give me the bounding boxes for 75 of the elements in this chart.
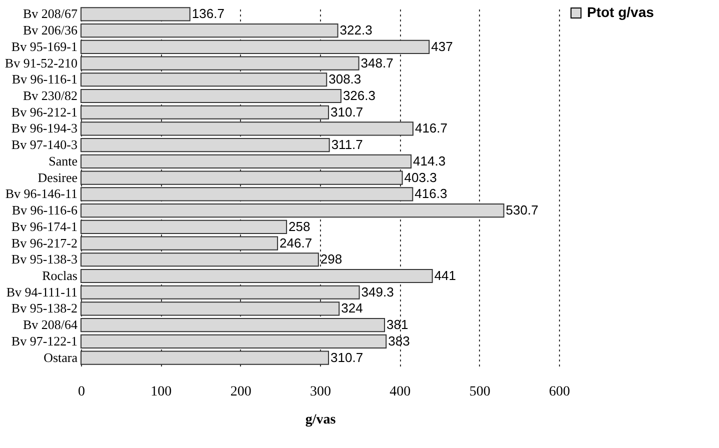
data-label: 437 (431, 38, 453, 54)
data-label: 326.3 (342, 88, 376, 103)
data-label: 298 (320, 252, 342, 267)
y-tick-label: Bv 230/82 (22, 88, 78, 103)
y-tick-label: Bv 95-169-1 (11, 38, 78, 54)
bar (80, 122, 414, 136)
data-label: 310.7 (330, 104, 364, 120)
data-label: 310.7 (330, 350, 364, 365)
bar (80, 154, 412, 168)
data-label: 322.3 (340, 22, 372, 38)
y-tick-label: Bv 97-140-3 (11, 137, 78, 152)
bar (80, 24, 338, 38)
bar (80, 40, 430, 54)
bar (80, 105, 330, 120)
data-label: 530.7 (506, 202, 538, 218)
bar (80, 302, 340, 316)
bar (80, 88, 342, 104)
x-tick-label: 300 (310, 384, 331, 400)
x-axis-title: g/vas (305, 412, 336, 428)
y-tick-label: Bv 96-116-6 (12, 202, 78, 218)
bar (80, 187, 414, 202)
bar (80, 56, 360, 70)
y-tick-label: Bv 95-138-2 (11, 300, 78, 316)
y-tick-label: Sante (48, 153, 78, 168)
x-tick-label: 200 (230, 384, 252, 400)
bar (80, 318, 386, 332)
y-tick-label: Bv 95-138-3 (11, 252, 78, 267)
y-tick-label: Bv 208/64 (22, 317, 78, 332)
bar (80, 334, 387, 348)
data-label: 348.7 (360, 55, 394, 70)
bar (80, 138, 330, 152)
x-tick-label: 100 (150, 384, 172, 400)
bar (80, 204, 504, 218)
y-tick-label: Bv 96-194-3 (11, 120, 78, 136)
x-tick-label: 0 (78, 384, 85, 400)
bar (80, 285, 360, 300)
data-label: 416.7 (414, 120, 448, 136)
data-label: 403.3 (404, 170, 437, 185)
x-tick-label: 500 (469, 384, 490, 400)
bar (80, 170, 403, 185)
data-label: 258 (288, 218, 310, 234)
y-tick-label: Roclas (42, 268, 78, 283)
bar (80, 268, 433, 284)
y-tick-label: Bv 206/36 (22, 22, 78, 38)
data-label: 381 (386, 317, 408, 332)
data-label: 246.7 (280, 235, 312, 250)
y-tick-label: Bv 96-146-11 (5, 186, 78, 202)
data-label: 136.7 (192, 6, 224, 22)
y-tick-label: Bv 94-111-11 (6, 284, 78, 300)
y-tick-label: Bv 96-174-1 (11, 218, 78, 234)
data-label: 324 (341, 300, 363, 316)
y-tick-label: Bv 96-212-1 (11, 104, 78, 120)
y-tick-label: Bv 208/67 (22, 6, 78, 22)
y-tick-label: Bv 91-52-210 (4, 55, 78, 70)
data-label: 349.3 (361, 284, 394, 300)
y-tick-label: Bv 97-122-1 (11, 333, 78, 348)
data-label: 441 (434, 268, 456, 283)
y-tick-label: Bv 96-217-2 (11, 235, 78, 250)
bar (80, 236, 278, 250)
bar (80, 350, 330, 365)
bar (80, 72, 328, 87)
data-label: 416.3 (414, 186, 448, 202)
data-label: 311.7 (331, 137, 363, 152)
data-label: 308.3 (328, 72, 362, 87)
data-label: 383 (388, 333, 410, 348)
y-tick-label: Ostara (44, 350, 78, 365)
data-label: 414.3 (413, 153, 446, 168)
bar (80, 7, 190, 22)
bar (80, 220, 288, 234)
y-tick-label: Desiree (38, 170, 78, 185)
legend-label: Ptot g/vas (587, 4, 654, 20)
y-tick-label: Bv 96-116-1 (12, 72, 78, 87)
bar (80, 252, 319, 267)
x-tick-label: 400 (390, 384, 411, 400)
x-tick-label: 600 (549, 384, 570, 400)
